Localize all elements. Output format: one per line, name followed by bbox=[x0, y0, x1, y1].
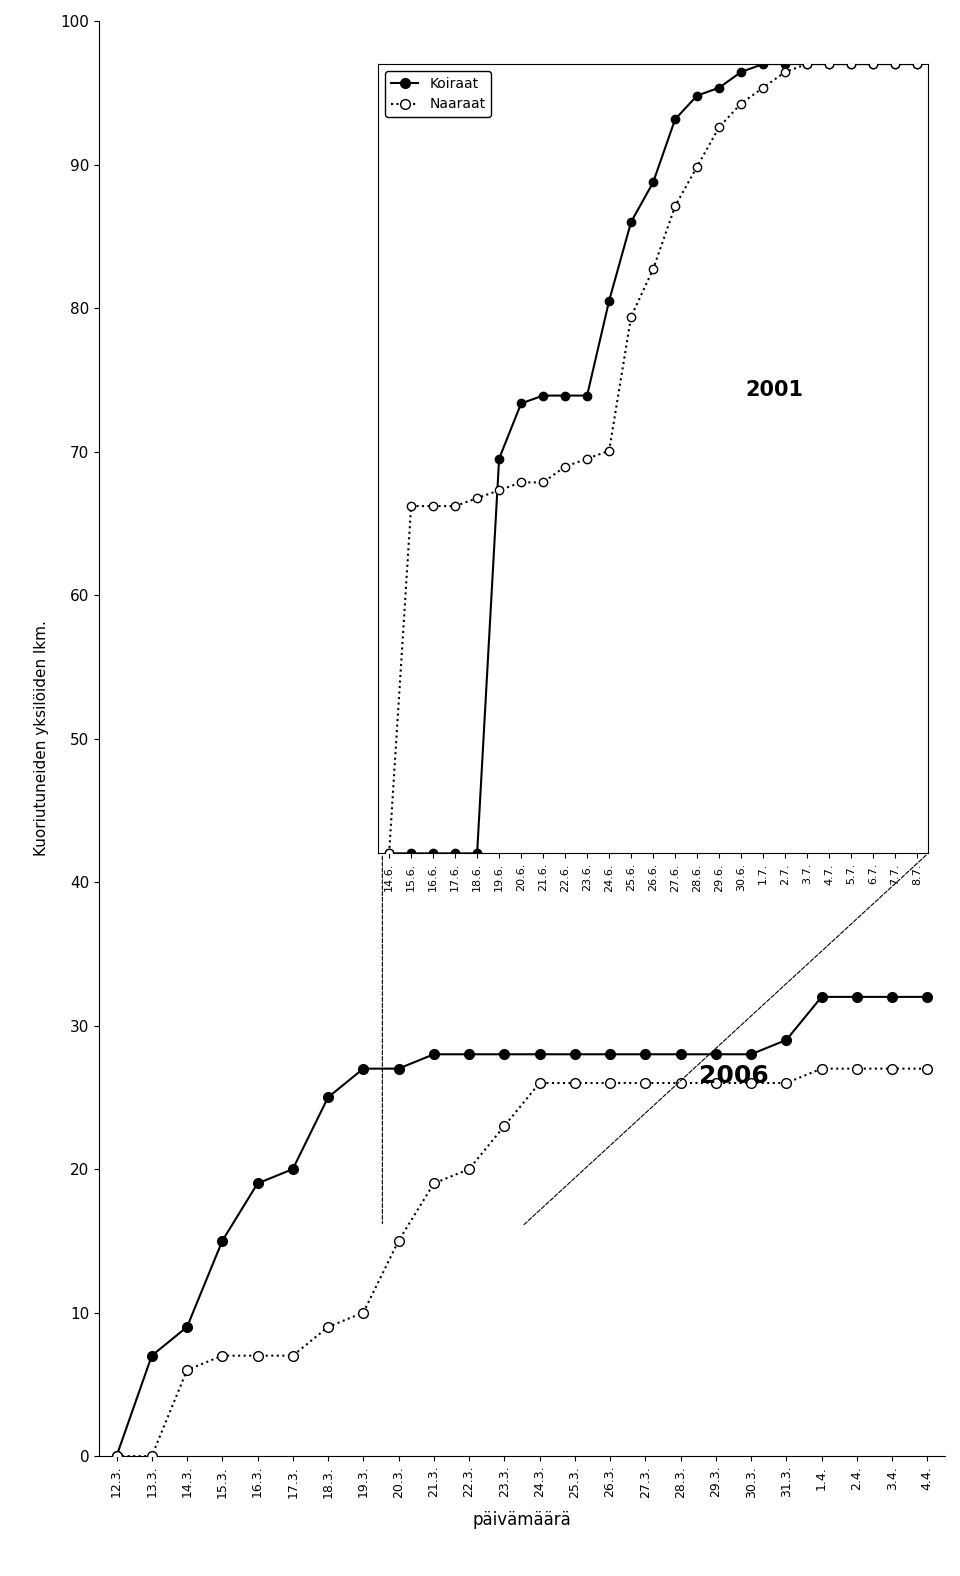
Y-axis label: Kuoriutuneiden yksilöiden lkm.: Kuoriutuneiden yksilöiden lkm. bbox=[35, 621, 49, 856]
X-axis label: päivämäärä: päivämäärä bbox=[472, 1511, 571, 1529]
Text: 2006: 2006 bbox=[699, 1064, 768, 1087]
